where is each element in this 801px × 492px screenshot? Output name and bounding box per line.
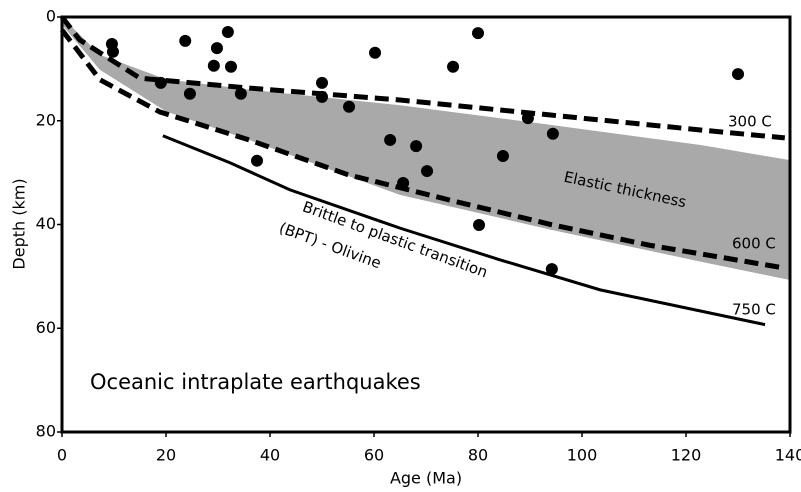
earthquake-point (447, 60, 460, 73)
earthquake-point (472, 27, 484, 40)
earthquake-point (384, 133, 397, 146)
y-tick-label: 0 (46, 7, 56, 26)
line-label: 600 C (732, 235, 776, 253)
line-label: 750 C (732, 301, 776, 319)
earthquake-point (179, 34, 192, 47)
earthquake-point (183, 87, 196, 100)
isotherm-line (60, 28, 786, 271)
earthquake-point (546, 127, 559, 140)
earthquake-point (343, 100, 356, 113)
earthquake-point (410, 140, 423, 153)
isotherm-line (162, 134, 766, 327)
earthquake-point (234, 87, 247, 100)
earthquake-point (207, 59, 220, 72)
earthquake-point (221, 26, 234, 39)
earthquake-point (316, 90, 328, 103)
earthquake-point (106, 45, 119, 58)
earthquake-point (521, 112, 534, 125)
y-axis-label: Depth (km) (10, 178, 29, 269)
x-tick-label: 100 (567, 446, 598, 465)
x-axis-label: Age (Ma) (390, 469, 462, 488)
y-tick-label: 40 (36, 214, 56, 233)
chart-title: Oceanic intraplate earthquakes (90, 370, 421, 394)
earthquake-point (316, 76, 328, 89)
x-tick-label: 0 (57, 446, 67, 465)
earthquake-point (251, 154, 263, 167)
earthquake-point (397, 177, 410, 189)
x-tick-label: 140 (775, 446, 801, 465)
earthquake-point (732, 68, 744, 81)
earthquake-point (154, 76, 167, 89)
y-tick-label: 20 (36, 110, 56, 129)
earthquake-point (473, 219, 486, 232)
x-tick-label: 40 (260, 446, 280, 465)
earthquake-point (496, 150, 509, 163)
earthquake-point (545, 263, 558, 276)
x-tick-label: 120 (671, 446, 702, 465)
earthquake-point (421, 165, 434, 178)
x-tick-label: 80 (468, 446, 488, 465)
earthquake-point (210, 42, 223, 55)
line-label: 300 C (728, 113, 772, 131)
x-tick-label: 60 (364, 446, 384, 465)
earthquake-point (225, 60, 237, 73)
x-tick-label: 20 (156, 446, 176, 465)
y-tick-label: 60 (36, 318, 56, 337)
y-tick-label: 80 (36, 422, 56, 441)
earthquake-point (369, 46, 382, 59)
elastic-thickness-area (62, 17, 790, 281)
